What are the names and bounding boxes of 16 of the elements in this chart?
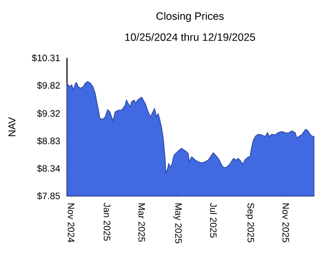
x-tick-label: Jul 2025 [210,202,217,238]
x-tick-label: Sep 2025 [246,203,254,242]
chart-title: Closing Prices [156,12,224,22]
y-tick-label: $8.34 [37,164,60,172]
x-tick-label: May 2025 [173,203,182,244]
y-tick-label: $10.31 [32,54,60,62]
x-tick-label: Mar 2025 [138,203,145,242]
y-tick-label: $7.85 [37,192,60,200]
y-tick-label: $8.83 [37,137,60,145]
x-tick-label: Nov 2024 [68,203,74,242]
y-tick-label: $9.82 [37,82,60,90]
x-tick-label: Nov 2025 [282,203,290,242]
y-axis-title: NAV [8,117,16,136]
chart-subtitle: 10/25/2024 thru 12/19/2025 [125,33,256,41]
y-tick-label: $9.32 [37,110,60,118]
x-tick-label: Jan 2025 [104,202,110,241]
